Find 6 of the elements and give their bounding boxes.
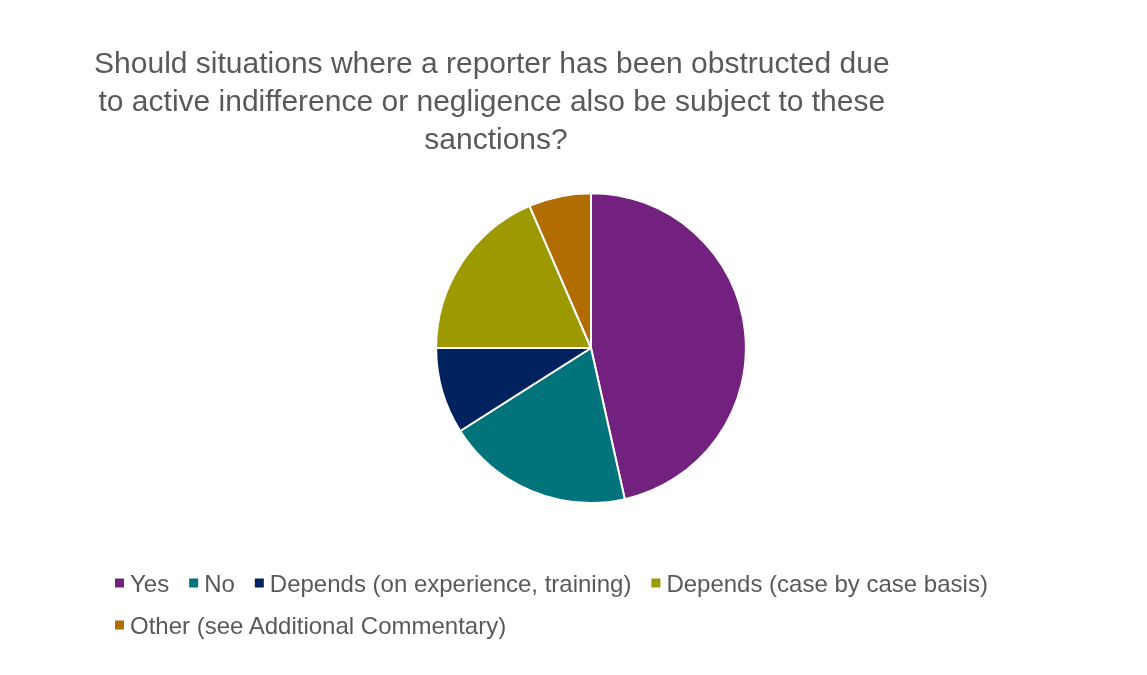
legend-label: Other (see Additional Commentary) bbox=[130, 611, 507, 639]
legend-label: Depends (case by case basis) bbox=[666, 569, 988, 597]
legend-label: Yes bbox=[130, 569, 170, 597]
legend-label: No bbox=[204, 569, 235, 597]
chart-title: Should situations where a reporter has been obstructed due to active indifference or negligence also be subject to these sanctions? bbox=[94, 45, 898, 155]
legend-label: Depends (on experience, training) bbox=[269, 569, 632, 597]
